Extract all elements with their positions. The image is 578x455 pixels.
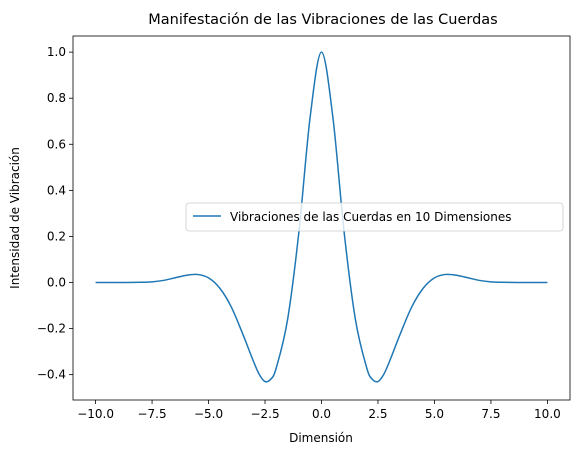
x-tick-label: 2.5 xyxy=(368,407,387,421)
legend-label: Vibraciones de las Cuerdas en 10 Dimensi… xyxy=(230,210,512,224)
chart-title: Manifestación de las Vibraciones de las … xyxy=(148,12,497,28)
y-tick-label: −0.4 xyxy=(37,368,66,382)
x-tick-label: 7.5 xyxy=(481,407,500,421)
x-tick-label: −2.5 xyxy=(250,407,279,421)
x-tick-label: −10.0 xyxy=(77,407,114,421)
y-tick-label: 0.0 xyxy=(47,276,66,290)
y-tick-label: 0.2 xyxy=(47,229,66,243)
y-axis-label: Intensidad de Vibración xyxy=(8,147,22,289)
legend: Vibraciones de las Cuerdas en 10 Dimensi… xyxy=(185,202,564,232)
x-tick-label: 5.0 xyxy=(425,407,444,421)
x-axis: −10.0 −7.5 −5.0 −2.5 0.0 2.5 5.0 7.5 10.0 xyxy=(77,400,561,421)
x-tick-label: 10.0 xyxy=(534,407,561,421)
x-tick-label: −5.0 xyxy=(194,407,223,421)
series-line xyxy=(95,51,548,383)
y-tick-label: −0.2 xyxy=(37,322,66,336)
y-tick-label: 0.8 xyxy=(47,91,66,105)
legend-box xyxy=(185,202,564,232)
y-axis: −0.4 −0.2 0.0 0.2 0.4 0.6 0.8 1.0 xyxy=(37,45,73,382)
x-tick-label: −7.5 xyxy=(137,407,166,421)
y-tick-label: 0.6 xyxy=(47,137,66,151)
x-axis-label: Dimensión xyxy=(289,431,353,445)
y-tick-label: 0.4 xyxy=(47,183,66,197)
y-tick-label: 1.0 xyxy=(47,45,66,59)
x-tick-label: 0.0 xyxy=(312,407,331,421)
